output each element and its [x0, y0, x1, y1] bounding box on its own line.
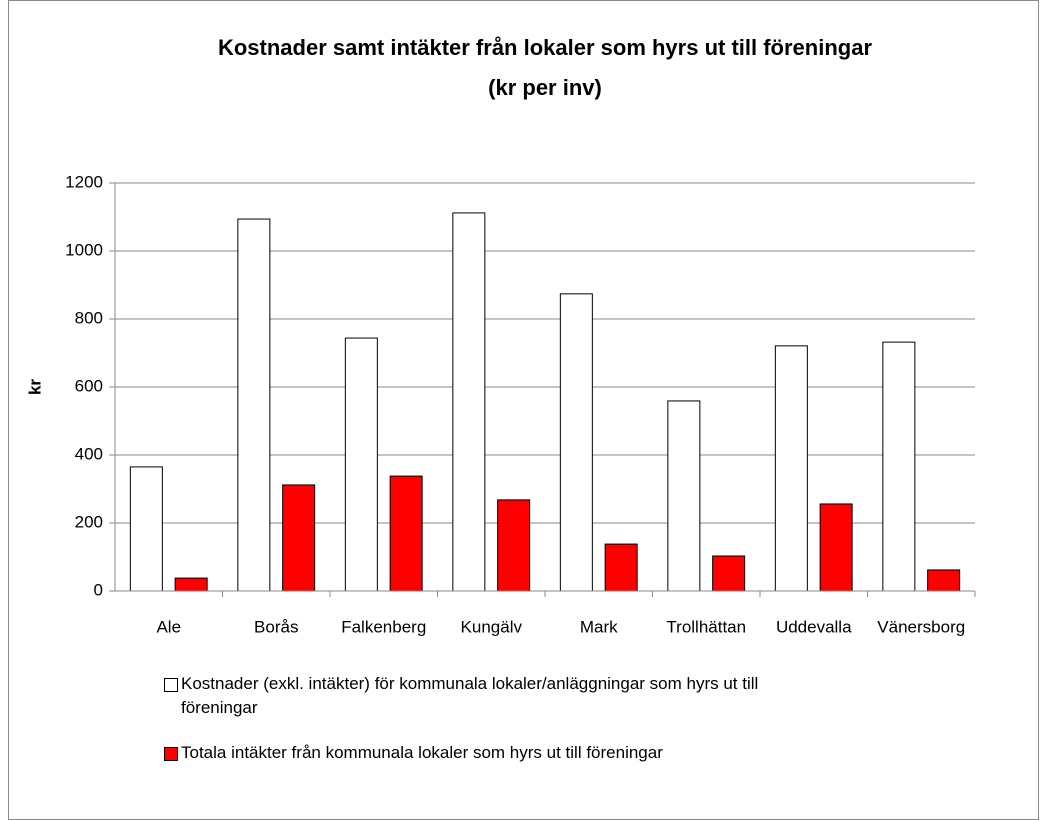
x-tick-label: Vänersborg — [877, 617, 965, 636]
chart-subtitle: (kr per inv) — [488, 75, 602, 100]
y-axis-label: kr — [25, 379, 44, 395]
x-tick-label: Uddevalla — [776, 617, 852, 636]
chart-border — [8, 0, 1039, 820]
bar — [927, 569, 961, 592]
x-tick-label: Kungälv — [461, 617, 523, 636]
bar — [237, 218, 271, 592]
y-tick-label: 400 — [75, 444, 103, 463]
bar — [129, 466, 163, 592]
bar — [282, 484, 316, 592]
y-tick-label: 800 — [75, 308, 103, 327]
bar — [712, 555, 746, 592]
x-tick-label: Ale — [156, 617, 181, 636]
y-tick-label: 600 — [75, 376, 103, 395]
bar — [882, 341, 916, 592]
legend-swatch — [164, 678, 178, 692]
bar — [174, 577, 208, 592]
y-tick-label: 200 — [75, 512, 103, 531]
bar — [667, 400, 701, 592]
bar — [774, 345, 808, 592]
legend-swatch — [164, 747, 178, 761]
legend-item: Totala intäkter från kommunala lokaler s… — [164, 741, 804, 765]
bar — [559, 293, 593, 592]
legend-label: Totala intäkter från kommunala lokaler s… — [181, 743, 663, 762]
legend-item: Kostnader (exkl. intäkter) för kommunala… — [164, 672, 804, 720]
x-tick-label: Trollhättan — [666, 617, 746, 636]
bar — [344, 337, 378, 592]
y-tick-label: 1000 — [65, 240, 103, 259]
bar — [389, 475, 423, 592]
x-tick-label: Falkenberg — [341, 617, 426, 636]
legend-label: Kostnader (exkl. intäkter) för kommunala… — [181, 674, 759, 717]
chart-title: Kostnader samt intäkter från lokaler som… — [218, 35, 872, 60]
bar — [819, 503, 853, 592]
bar — [497, 499, 531, 592]
bar — [452, 212, 486, 592]
x-tick-label: Mark — [580, 617, 618, 636]
bar — [604, 543, 638, 592]
y-tick-label: 0 — [94, 580, 103, 599]
x-tick-label: Borås — [254, 617, 298, 636]
y-tick-label: 1200 — [65, 172, 103, 191]
